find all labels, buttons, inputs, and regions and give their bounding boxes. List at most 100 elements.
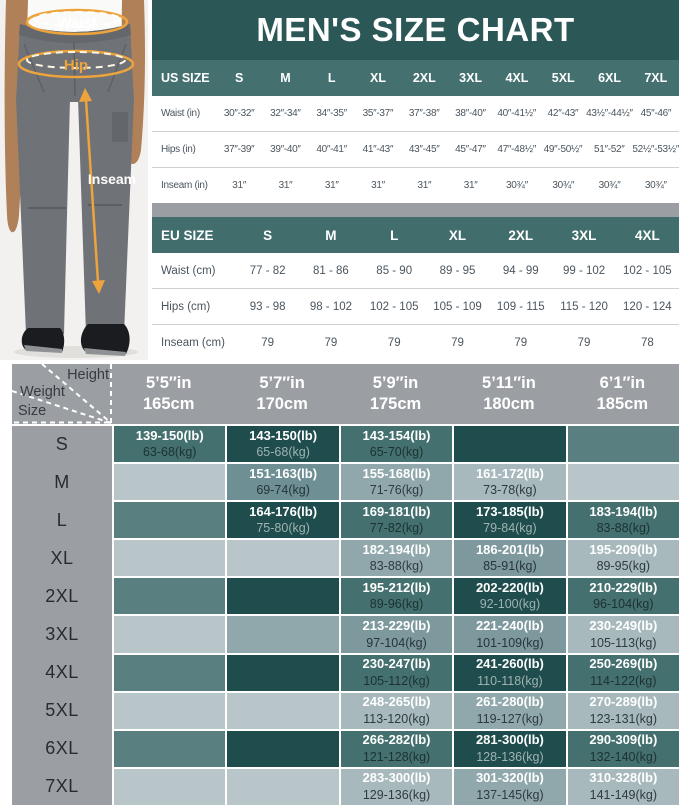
us-size-column-header: 4XL <box>505 71 529 85</box>
waist-label: Waist <box>57 15 96 32</box>
weight-kg-value: 97-104(kg) <box>366 635 427 650</box>
row-label: Waist (cm) <box>161 264 216 277</box>
pants-photo-illustration: Waist Hip Inseam <box>0 0 148 360</box>
weight-lb-value: 281-300(lb) <box>475 732 544 748</box>
weight-kg-value: 105-112(kg) <box>363 673 430 688</box>
matrix-body: S 139-150(lb) 63-68(kg) 143-150(lb) 65-68(kg… <box>12 426 679 805</box>
eu-size-column-header: XL <box>448 227 467 243</box>
measurement-value: 94 - 99 <box>502 264 539 277</box>
row-label: Hips (cm) <box>161 300 211 313</box>
measurement-value: 31″ <box>417 180 432 191</box>
matrix-row: 6XL 266-282(lb) 121-128(kg) 281-300(lb) 128-… <box>12 730 679 767</box>
height-cm-label: 175cm <box>369 395 422 413</box>
matrix-weight-cell <box>227 578 339 615</box>
weight-lb-value: 283-300(lb) <box>362 770 431 786</box>
height-weight-matrix: Height Weight Size 5’5″in 165cm 5’7″in 170c… <box>0 364 679 805</box>
weight-lb-value: 173-185(lb) <box>475 503 544 519</box>
weight-lb-value: 250-269(lb) <box>589 656 658 672</box>
eu-table-row: Waist (cm) 77 - 82 81 - 86 85 - 90 89 - 95 94… <box>152 253 679 289</box>
waist-dashed-line <box>33 11 121 27</box>
height-feet-label: 5’9″in <box>372 374 419 392</box>
matrix-size-label: 2XL <box>45 585 79 606</box>
weight-lb-value: 202-220(lb) <box>475 579 544 595</box>
height-feet-label: 5’5″in <box>145 374 192 392</box>
weight-lb-value: 248-265(lb) <box>362 694 431 710</box>
matrix-row: S 139-150(lb) 63-68(kg) 143-150(lb) 65-68(kg… <box>12 426 679 463</box>
us-size-column-header: 3XL <box>459 71 483 85</box>
measurement-value: 42″-43″ <box>547 108 579 119</box>
measurement-value: 38″-40″ <box>455 108 486 119</box>
corner-height-label: Height <box>67 367 109 383</box>
weight-lb-value: 143-150(lb) <box>249 427 318 443</box>
measurement-value: 45″-47″ <box>455 144 486 155</box>
matrix-row: 7XL 283-300(lb) 129-136(kg) 301-320(lb) 137-… <box>12 768 679 805</box>
weight-lb-value: 151-163(lb) <box>249 465 318 481</box>
matrix-size-label: L <box>56 509 68 530</box>
measurement-value: 98 - 102 <box>309 300 353 313</box>
measurement-value: 81 - 86 <box>313 264 349 277</box>
weight-lb-value: 143-154(lb) <box>362 427 431 443</box>
matrix-size-label: 5XL <box>45 700 79 721</box>
measurement-value: 32″-34″ <box>270 108 301 119</box>
eu-size-column-header: 3XL <box>571 227 597 243</box>
weight-kg-value: 73-78(kg) <box>483 483 537 498</box>
weight-lb-value: 261-280(lb) <box>475 694 544 710</box>
weight-kg-value: 113-120(kg) <box>363 711 430 726</box>
weight-lb-value: 230-247(lb) <box>362 656 431 672</box>
us-size-column-header: 2XL <box>412 71 436 85</box>
matrix-row: XL 182-194(lb) 83-88(kg) 186-201(lb) 85-91(k… <box>12 540 679 577</box>
measurement-value: 102 - 105 <box>623 264 672 277</box>
weight-lb-value: 221-240(lb) <box>475 618 544 634</box>
matrix-weight-cell: 143-154(lb) 65-70(kg) <box>340 426 453 463</box>
measurement-value: 79 <box>324 336 338 349</box>
matrix-weight-cell <box>227 540 339 577</box>
page-title: MEN'S SIZE CHART <box>256 11 575 48</box>
matrix-weight-cell: 248-265(lb) 113-120(kg) <box>340 692 453 729</box>
inseam-arrowhead-bottom <box>92 280 105 294</box>
weight-kg-value: 92-100(kg) <box>479 597 541 612</box>
matrix-weight-cell: 301-320(lb) 137-145(kg) <box>454 768 566 805</box>
measurement-value: 89 - 95 <box>439 264 476 277</box>
row-label: Inseam (cm) <box>161 336 225 349</box>
hip-ellipse <box>17 49 135 79</box>
matrix-weight-cell: 195-209(lb) 89-95(kg) <box>567 540 679 577</box>
height-feet-label: 5’7″in <box>259 374 305 392</box>
eu-size-column-header: M <box>325 227 337 243</box>
matrix-size-label: 3XL <box>45 624 79 645</box>
height-cm-label: 185cm <box>596 395 649 413</box>
eu-size-column-header: 2XL <box>508 227 534 243</box>
matrix-row: 4XL 230-247(lb) 105-112(kg) 241-260(lb) 110-… <box>12 654 679 691</box>
matrix-weight-cell <box>114 730 226 767</box>
measurement-value: 31″ <box>371 180 385 191</box>
height-cm-label: 165cm <box>143 395 195 413</box>
weight-kg-value: 69-74(kg) <box>256 483 310 498</box>
weight-kg-value: 101-109(kg) <box>476 635 544 650</box>
cargo-pocket <box>112 112 128 142</box>
title-band: MEN'S SIZE CHART <box>152 0 679 60</box>
measurement-value: 37″-39″ <box>223 144 255 155</box>
measurement-value: 51″-52″ <box>593 144 625 155</box>
weight-lb-value: 195-212(lb) <box>362 579 431 595</box>
weight-kg-value: 123-131(kg) <box>589 711 658 726</box>
height-cm-label: 170cm <box>256 395 308 413</box>
matrix-weight-cell: 281-300(lb) 128-136(kg) <box>454 730 566 767</box>
measurement-value: 93 - 98 <box>249 300 286 313</box>
measurement-value: 43½″-44½″ <box>586 108 633 119</box>
measurement-value: 79 <box>451 336 464 349</box>
measurement-value: 79 <box>514 336 528 349</box>
weight-lb-value: 301-320(lb) <box>475 770 544 786</box>
matrix-corner-cell: Height Weight Size <box>12 364 112 424</box>
height-cm-label: 180cm <box>483 395 535 413</box>
measurement-value: 85 - 90 <box>376 264 413 277</box>
matrix-weight-cell: 213-229(lb) 97-104(kg) <box>340 616 453 653</box>
us-size-table: Waist (in) 30″-32″ 32″-34″ 34″-35″ 35″-37″ 37… <box>152 96 679 203</box>
weight-lb-value: 186-201(lb) <box>475 541 544 557</box>
us-size-column-header: 6XL <box>598 71 621 85</box>
weight-kg-value: 96-104(kg) <box>593 597 654 612</box>
measurement-value: 39″-40″ <box>270 144 301 155</box>
weight-lb-value: 290-309(lb) <box>589 732 658 748</box>
matrix-weight-cell: 261-280(lb) 119-127(kg) <box>454 692 566 729</box>
tables-pane: MEN'S SIZE CHART US SIZE S M L XL 2XL 3XL 4XL 5… <box>152 0 679 360</box>
matrix-height-column-header: 5’9″in 175cm <box>339 364 452 424</box>
matrix-weight-cell: 173-185(lb) 79-84(kg) <box>454 502 566 539</box>
